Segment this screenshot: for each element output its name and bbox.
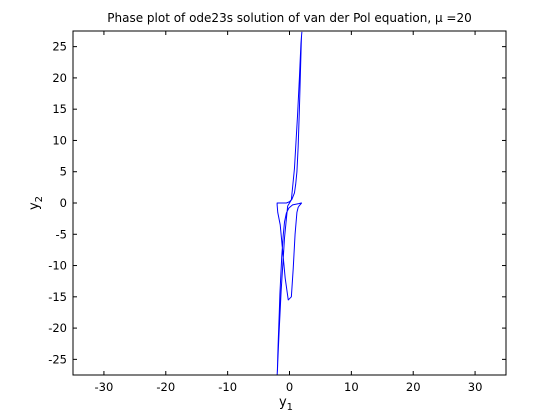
- x-tick-label: -30: [95, 380, 114, 394]
- y-axis-label: y2: [27, 196, 45, 210]
- y-tick-label: -25: [48, 352, 67, 366]
- series-line: [276, 31, 303, 376]
- y-tick-label: 20: [52, 71, 67, 85]
- x-tick-label: 30: [468, 380, 483, 394]
- y-tick-label: -5: [56, 227, 67, 241]
- y-tick-label: 25: [52, 40, 67, 54]
- x-tick-label: 10: [344, 380, 359, 394]
- x-axis-label: y1: [279, 395, 293, 413]
- y-tick-label: -20: [48, 321, 67, 335]
- y-tick-label: 0: [60, 196, 67, 210]
- y-tick-label: 5: [60, 165, 67, 179]
- x-tick-label: 0: [286, 380, 293, 394]
- x-tick-label: -20: [156, 380, 175, 394]
- axis-ticks: -30 -20 -10 0 10 20 30 -25 -20 -15 -10 -5 0 5 10 15 20 25: [48, 31, 506, 394]
- x-tick-label: 20: [406, 380, 421, 394]
- chart-title: Phase plot of ode23s solution of van der…: [107, 11, 472, 25]
- y-tick-label: -10: [48, 259, 67, 273]
- y-tick-label: 15: [52, 102, 67, 116]
- x-tick-label: -10: [218, 380, 237, 394]
- axes-box: [72, 30, 507, 376]
- y-tick-label: 10: [52, 133, 67, 147]
- series-layer: [276, 31, 303, 376]
- y-tick-label: -15: [48, 290, 67, 304]
